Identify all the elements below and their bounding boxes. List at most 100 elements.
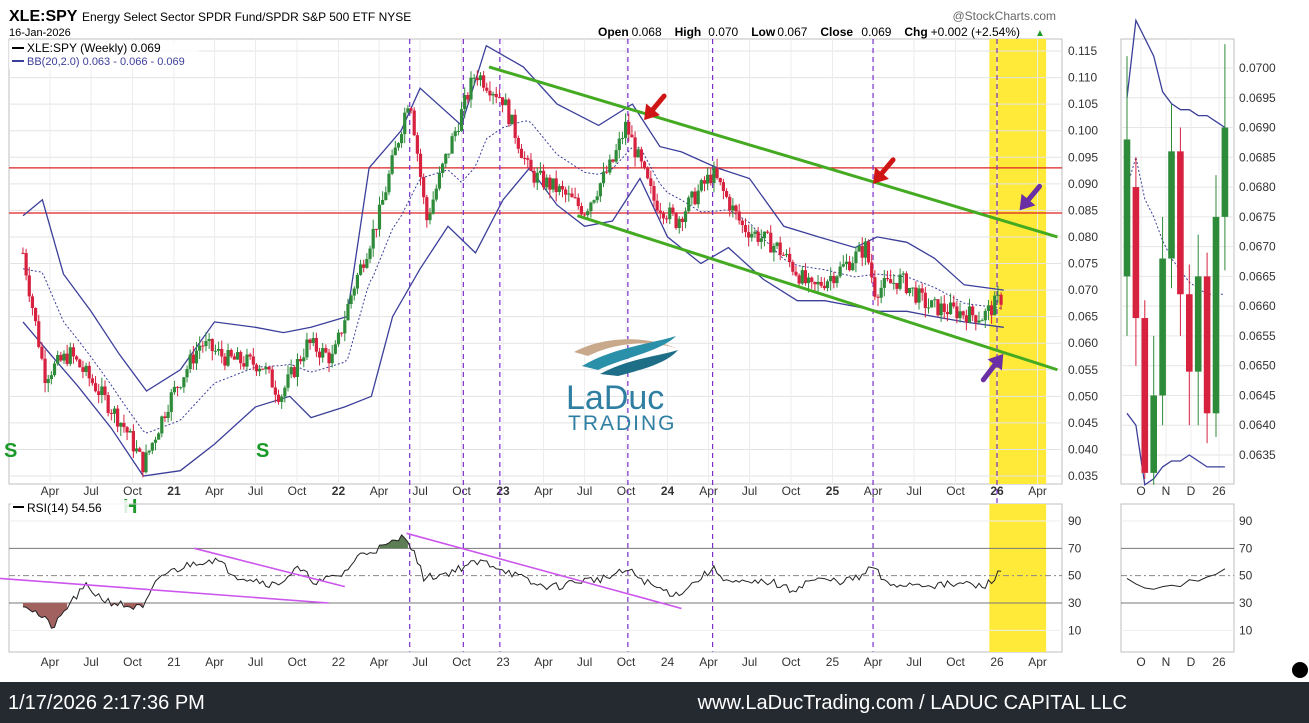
price-candle: [242, 363, 246, 367]
price-candle: [519, 148, 524, 159]
price-candle: [220, 348, 224, 357]
price-candle: [491, 93, 495, 96]
price-candle: [412, 110, 416, 136]
price-candle: [444, 153, 448, 164]
price-candle: [119, 422, 123, 427]
zoom-candle: [1123, 139, 1131, 277]
corner-dot-icon: [1292, 662, 1308, 678]
rsi-x-tick-label: Apr: [1028, 655, 1047, 669]
legend-main: XLE:SPY (Weekly) 0.069: [27, 41, 161, 55]
price-x-tick-label: 21: [167, 484, 181, 498]
price-tick-label: 0.055: [1068, 363, 1098, 377]
rsi-trendline: [406, 532, 682, 610]
price-candle: [415, 135, 419, 154]
zoom-tick-label: 0.0665: [1239, 269, 1276, 283]
price-candle: [797, 275, 801, 284]
change-up-icon: ▲: [1035, 28, 1045, 39]
price-candle: [485, 87, 489, 91]
price-candle: [393, 147, 397, 156]
rsi-tick-label: 10: [1068, 623, 1082, 637]
price-candle: [251, 356, 255, 365]
price-tick-label: 0.100: [1068, 124, 1098, 138]
rsi-line: [22, 534, 1002, 629]
price-candle: [78, 359, 82, 368]
price-candle: [510, 114, 514, 125]
price-candle: [639, 149, 643, 162]
zoom-candle: [1150, 395, 1157, 473]
price-candle: [914, 287, 918, 303]
price-candle: [538, 170, 543, 173]
price-candle: [523, 158, 527, 160]
zoom-rsi-x-tick-label: D: [1187, 655, 1196, 669]
price-candle: [825, 281, 830, 289]
rsi-trendline: [0, 577, 329, 604]
rsi-x-tick-label: Jul: [412, 655, 427, 669]
price-candle: [554, 178, 558, 193]
price-x-tick-label: 22: [332, 484, 346, 498]
price-candle: [434, 188, 438, 200]
price-x-tick-label: Jul: [248, 484, 263, 498]
zoom-tick-label: 0.0690: [1239, 121, 1276, 135]
price-candle: [560, 186, 565, 190]
zoom-tick-label: 0.0640: [1239, 418, 1276, 432]
ohlc-value: +0.002 (+2.54%): [931, 25, 1020, 39]
price-candle: [374, 228, 378, 230]
price-candle: [59, 355, 63, 361]
price-candle: [37, 321, 41, 347]
price-candle: [456, 131, 460, 133]
price-x-tick-label: Jul: [412, 484, 427, 498]
price-candle: [292, 367, 296, 378]
rsi-tick-label: 30: [1068, 596, 1082, 610]
price-candle: [661, 212, 666, 219]
price-candle: [365, 258, 369, 268]
zoom-candle: [1186, 294, 1193, 372]
price-x-tick-label: 25: [826, 484, 840, 498]
rsi-x-tick-label: Oct: [782, 655, 801, 669]
price-candle: [747, 232, 751, 238]
price-candle: [396, 143, 401, 148]
watermark-text: LaDuc: [566, 379, 664, 417]
rsi-x-tick-label: Apr: [534, 655, 553, 669]
price-x-tick-label: Oct: [288, 484, 307, 498]
price-candle: [677, 218, 681, 228]
price-candle: [948, 302, 953, 315]
rsi-x-tick-label: Jul: [906, 655, 921, 669]
price-candle: [390, 155, 394, 174]
ohlc-value: 0.068: [632, 25, 662, 39]
purple-arrow-icon: [1024, 183, 1043, 205]
rsi-legend-box: [11, 500, 129, 514]
price-candle: [923, 292, 927, 308]
stockcharts-brand: @StockCharts.com: [952, 9, 1056, 23]
price-candle: [343, 320, 347, 334]
price-x-tick-label: Jul: [906, 484, 921, 498]
highlight-zone: [989, 39, 1047, 484]
price-candle: [81, 367, 85, 372]
price-candle: [321, 348, 325, 358]
zoom-rsi-tick-label: 30: [1239, 596, 1253, 610]
price-candle: [759, 238, 763, 242]
price-candle: [166, 411, 170, 419]
price-candle: [56, 355, 60, 364]
price-candle: [406, 108, 410, 113]
rsi-legend: RSI(14) 54.56: [27, 501, 102, 515]
price-candle: [144, 452, 148, 473]
rsi-x-tick-label: Jul: [577, 655, 592, 669]
price-candle: [109, 412, 113, 414]
price-candle: [362, 264, 366, 268]
price-candle: [488, 90, 492, 96]
price-candle: [204, 340, 208, 347]
zoom-tick-label: 0.0685: [1239, 150, 1276, 164]
price-candle: [917, 288, 921, 303]
price-candle: [466, 95, 470, 100]
price-x-tick-label: 23: [496, 484, 510, 498]
rsi-trendline: [194, 547, 345, 588]
price-candle: [147, 450, 151, 453]
price-candle: [116, 408, 120, 427]
price-candle: [901, 273, 905, 275]
price-candle: [911, 287, 915, 289]
price-candle: [718, 177, 722, 183]
price-candle: [450, 136, 454, 154]
chart-date: 16-Jan-2026: [9, 27, 71, 39]
price-candle: [860, 246, 864, 258]
price-candle: [873, 277, 877, 297]
